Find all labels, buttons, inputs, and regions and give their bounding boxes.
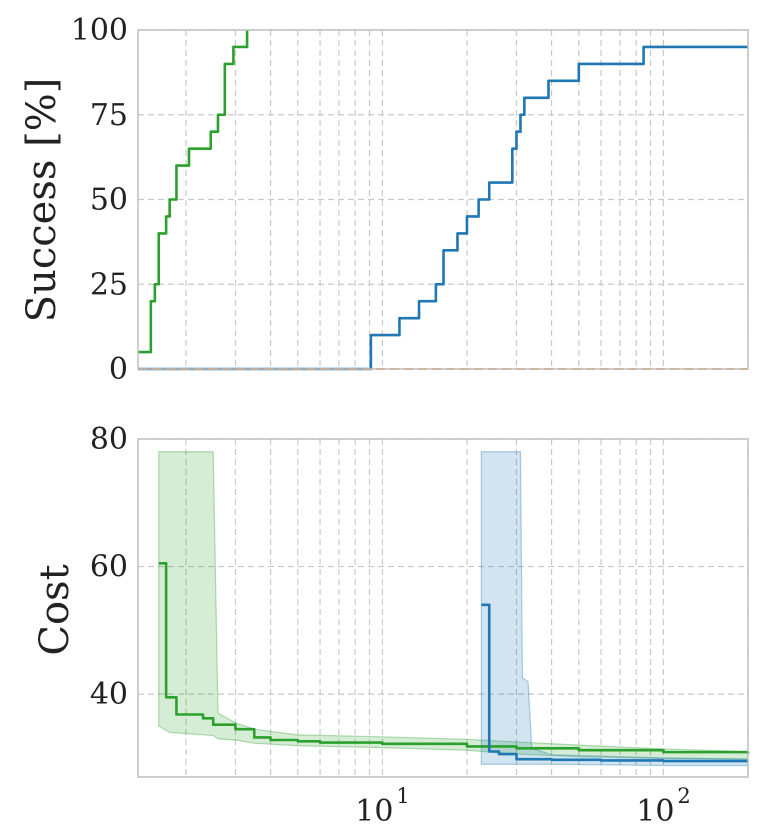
success-axes-frame <box>137 29 749 370</box>
y-tick-label: 40 <box>90 677 128 712</box>
y-tick-label: 100 <box>71 13 128 48</box>
y-tick-label: 50 <box>90 183 128 218</box>
success-panel: 0 25 50 75 100 Success [%] <box>19 13 749 387</box>
series-line <box>138 45 748 371</box>
cost-axes-frame <box>137 438 749 778</box>
series-line <box>481 603 748 763</box>
series-line <box>158 562 750 755</box>
confidence-band <box>480 451 749 767</box>
x-tick-label: 10 <box>636 794 674 829</box>
confidence-band <box>158 451 749 760</box>
y-tick-label: 75 <box>90 98 128 133</box>
x-tick-exponent: 1 <box>396 784 409 808</box>
series-line <box>138 30 249 354</box>
y-tick-label: 0 <box>109 352 128 387</box>
x-tick-label: 10 <box>355 794 393 829</box>
success-ylabel: Success [%] <box>19 78 65 323</box>
y-tick-label: 80 <box>90 422 128 457</box>
y-tick-label: 60 <box>90 550 128 585</box>
y-tick-label: 25 <box>90 267 128 302</box>
cost-ylabel: Cost <box>32 564 78 655</box>
x-tick-exponent: 2 <box>677 784 690 808</box>
